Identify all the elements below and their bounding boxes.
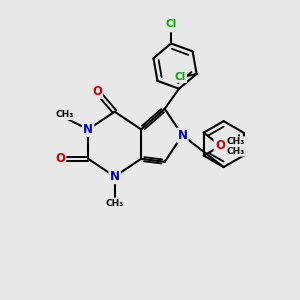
Text: O: O <box>215 139 225 152</box>
Text: N: N <box>110 170 120 183</box>
Text: O: O <box>215 140 225 152</box>
Text: N: N <box>83 123 93 136</box>
Text: N: N <box>177 129 188 142</box>
Text: CH₃: CH₃ <box>56 110 74 119</box>
Text: Cl: Cl <box>175 72 186 82</box>
Text: O: O <box>55 152 65 165</box>
Text: CH₃: CH₃ <box>226 147 244 156</box>
Text: O: O <box>92 85 102 98</box>
Text: CH₃: CH₃ <box>226 137 244 146</box>
Text: Cl: Cl <box>165 19 177 29</box>
Text: CH₃: CH₃ <box>106 199 124 208</box>
